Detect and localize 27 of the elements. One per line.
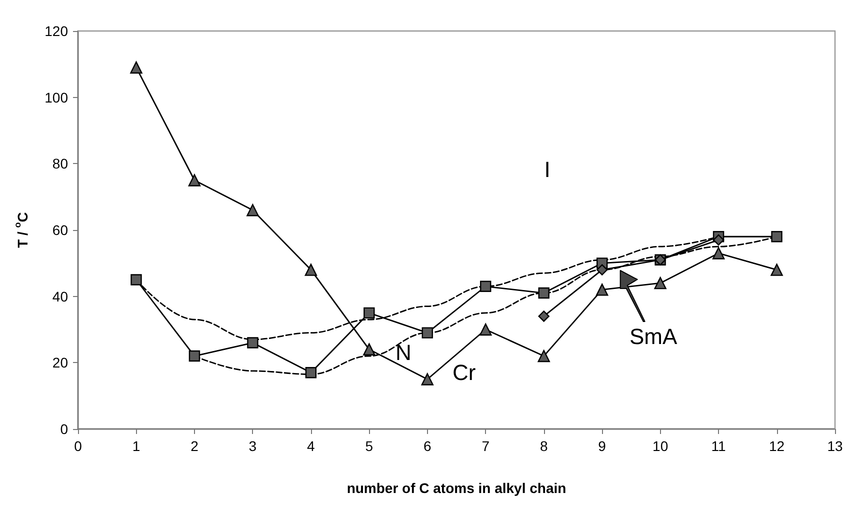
x-tick-label: 4: [307, 438, 316, 454]
y-tick-label: 0: [60, 421, 68, 437]
x-tick-label: 12: [768, 438, 785, 454]
y-axis-title: T / oC: [12, 212, 30, 248]
x-tick-label: 13: [827, 438, 843, 454]
x-tick-label: 3: [248, 438, 257, 454]
x-axis-title: number of C atoms in alkyl chain: [346, 480, 566, 496]
y-tick-label: 80: [52, 156, 68, 172]
annotation: N: [396, 340, 412, 366]
x-tick-label: 8: [540, 438, 548, 454]
y-tick-label: 120: [44, 23, 68, 39]
y-tick-label: 60: [52, 222, 68, 238]
x-tick-label: 2: [190, 438, 199, 454]
annotation: I: [544, 157, 550, 182]
annotation: Cr: [452, 360, 476, 386]
y-tick-label: 100: [44, 89, 68, 106]
x-tick-label: 0: [74, 438, 82, 454]
annotation: SmA: [629, 324, 678, 350]
y-tick-label: 20: [52, 354, 68, 371]
x-tick-label: 9: [598, 438, 606, 454]
x-tick-label: 7: [482, 438, 490, 454]
x-tick-label: 10: [652, 438, 668, 454]
x-tick-label: 5: [365, 438, 374, 454]
y-tick-label: 40: [52, 288, 68, 304]
x-tick-label: 11: [711, 438, 726, 454]
x-tick-label: 1: [132, 438, 140, 454]
x-tick-label: 6: [423, 438, 432, 454]
